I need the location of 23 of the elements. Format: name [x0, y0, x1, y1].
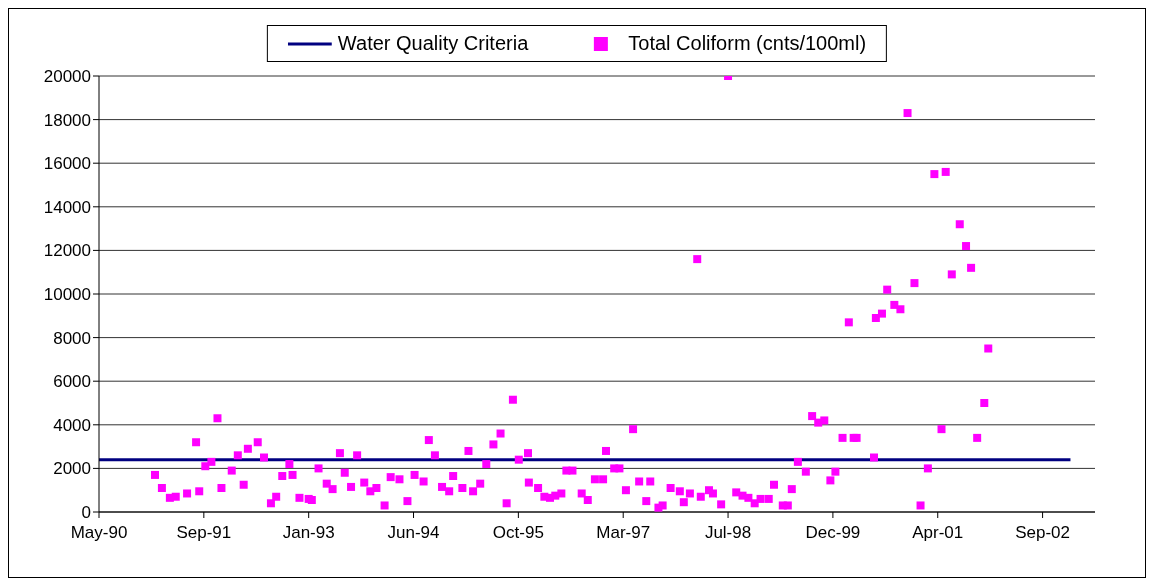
x-tick-label: May-90 — [70, 523, 128, 543]
x-tick-label: Jan-93 — [282, 523, 335, 543]
x-tick-label: Apr-01 — [912, 523, 964, 543]
y-tick-label: 16000 — [43, 154, 91, 174]
x-tick-label: Jul-98 — [704, 523, 752, 543]
y-tick-label: 10000 — [43, 285, 91, 305]
x-tick-label: Oct-95 — [492, 523, 544, 543]
legend-label: Water Quality Criteria — [337, 32, 529, 55]
y-tick-label: 12000 — [43, 241, 91, 261]
x-tick-label: Sep-91 — [176, 523, 232, 543]
y-tick-label: 0 — [81, 503, 91, 523]
y-tick-label: 18000 — [43, 110, 91, 130]
y-tick-label: 2000 — [53, 459, 91, 479]
x-tick-label: Dec-99 — [805, 523, 861, 543]
y-tick-label: 14000 — [43, 197, 91, 217]
x-tick-label: Sep-02 — [1015, 523, 1070, 543]
x-tick-label: Jun-94 — [387, 523, 440, 543]
y-tick-label: 20000 — [43, 67, 91, 87]
y-tick-label: 6000 — [53, 372, 91, 392]
legend-label: Total Coliform (cnts/100ml) — [628, 32, 867, 55]
x-tick-label: Mar-97 — [596, 523, 651, 543]
y-tick-label: 8000 — [53, 328, 91, 348]
y-tick-label: 4000 — [53, 415, 91, 435]
